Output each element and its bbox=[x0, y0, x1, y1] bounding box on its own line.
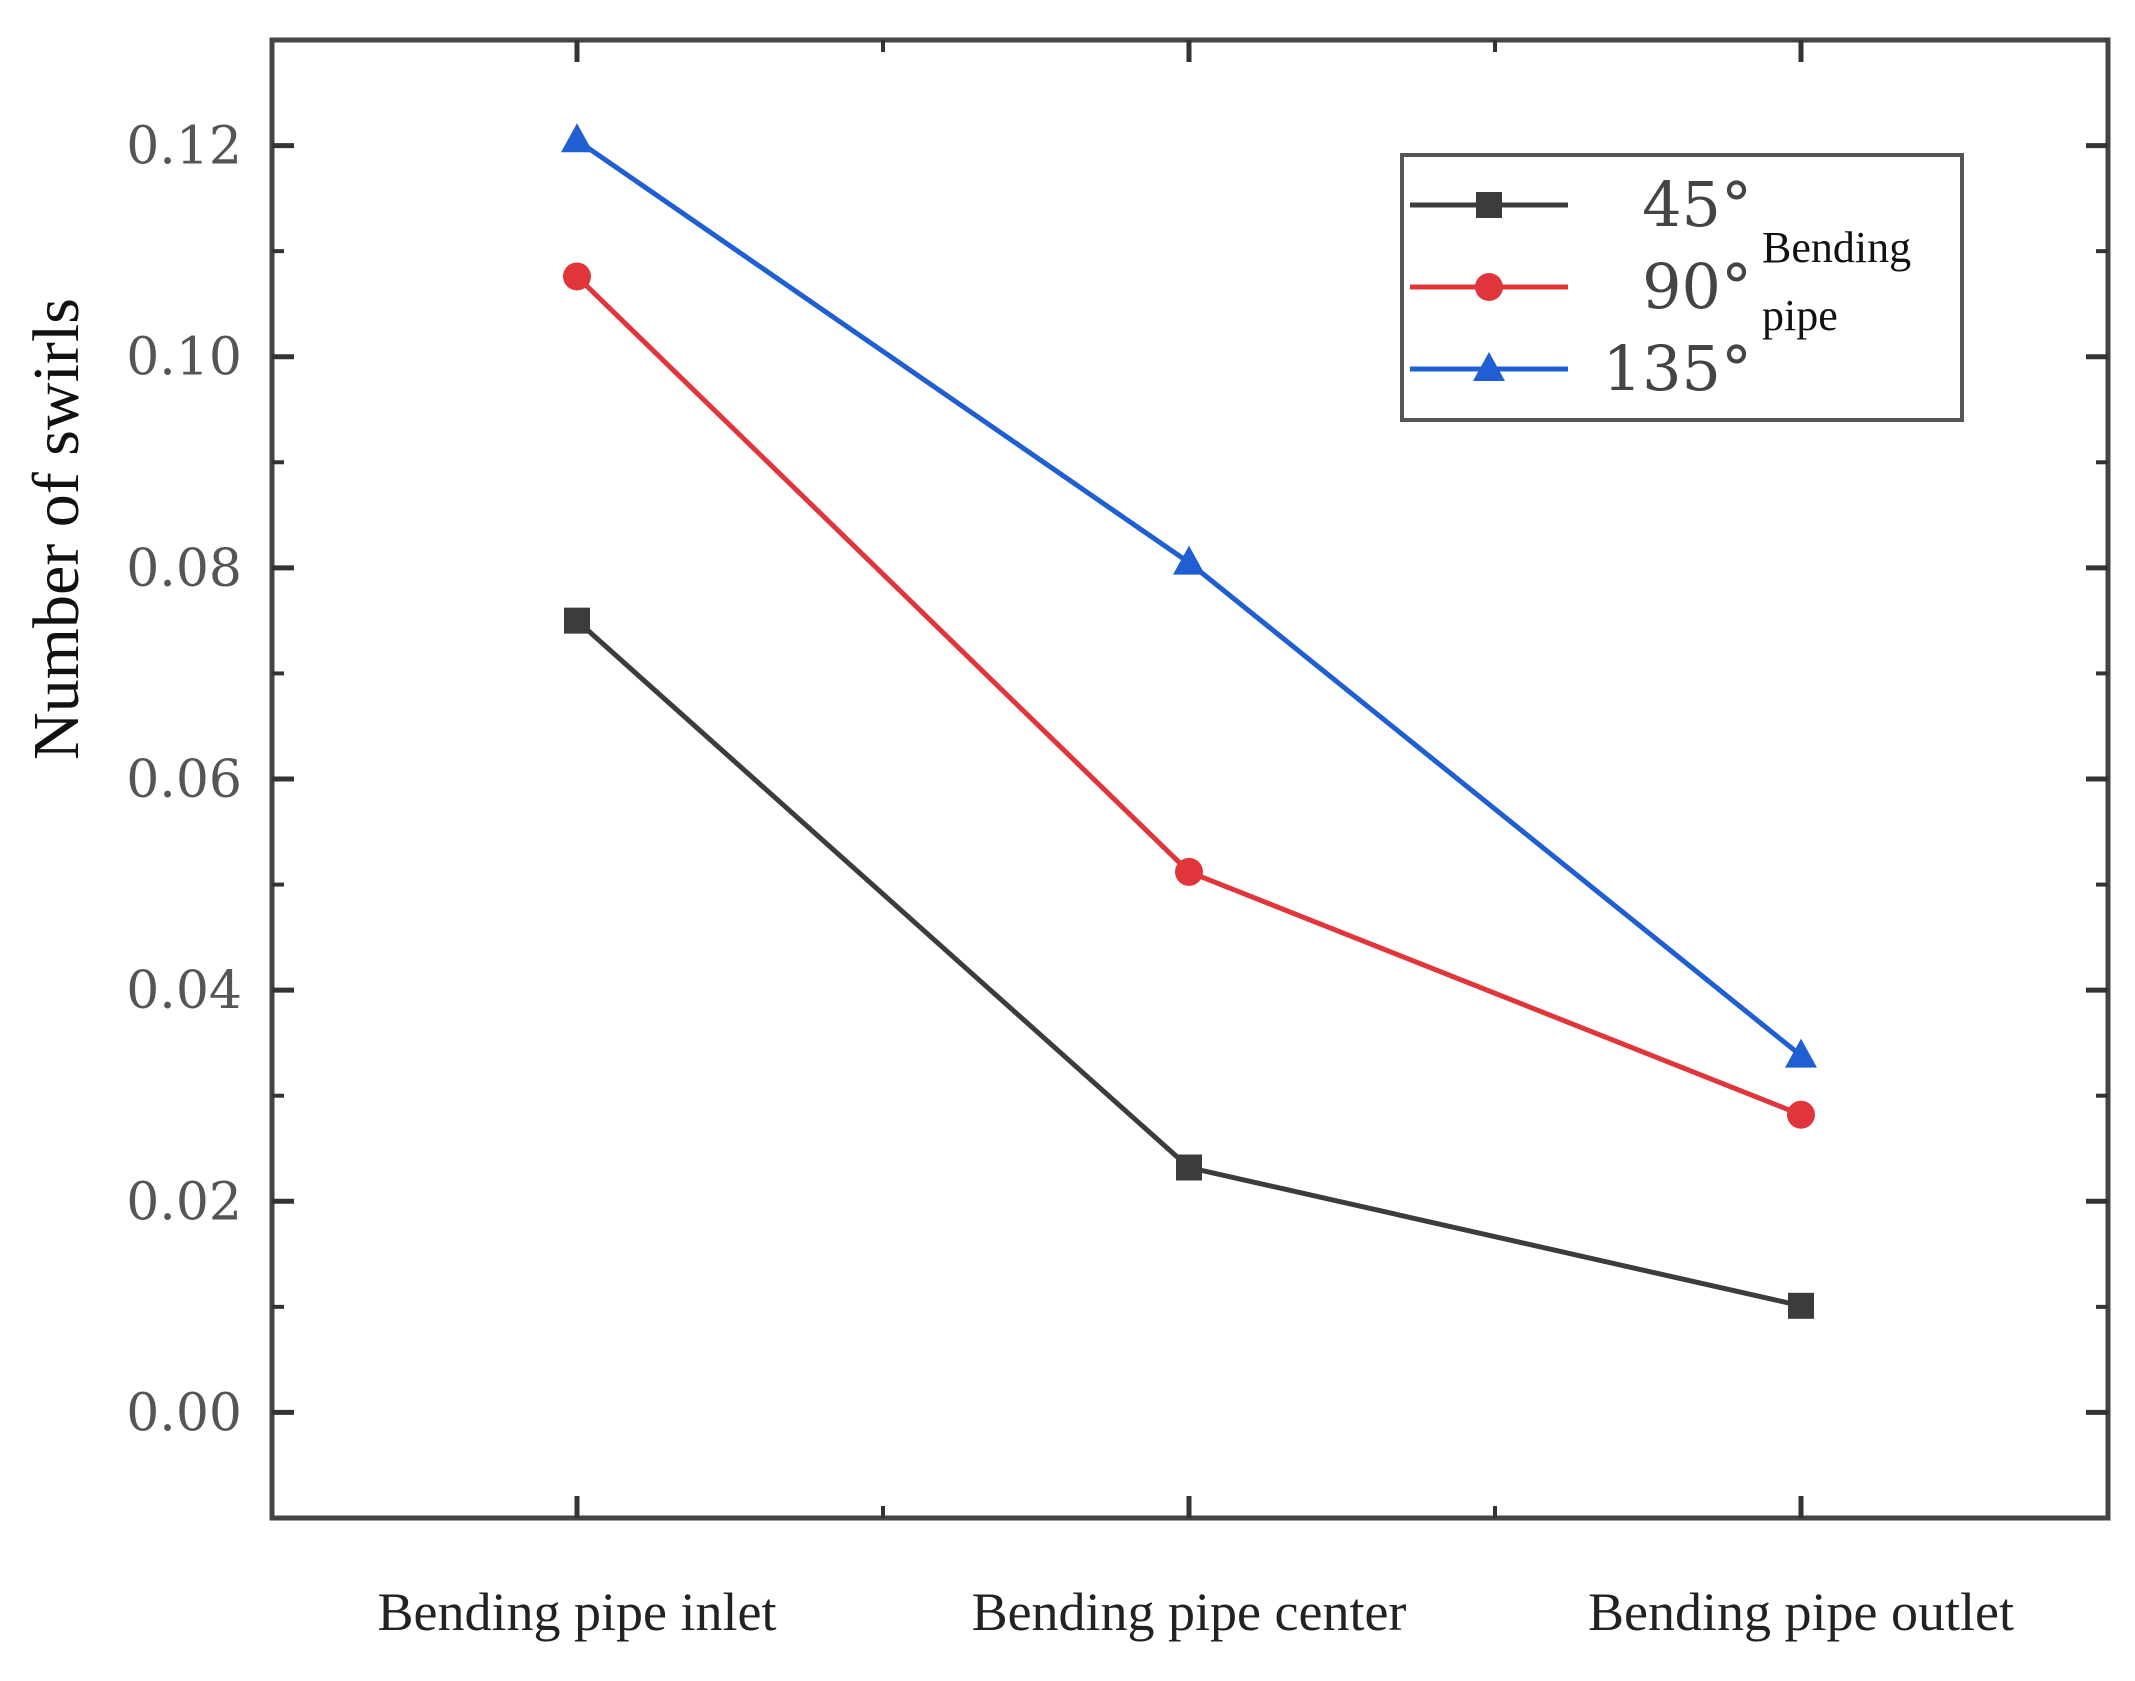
y-tick-label: 0.06 bbox=[126, 750, 242, 810]
y-tick-label: 0.10 bbox=[126, 328, 242, 388]
x-category-label: Bending pipe inlet bbox=[378, 1582, 777, 1642]
data-point-s2-0 bbox=[561, 123, 593, 153]
data-point-s2-2 bbox=[1785, 1038, 1817, 1068]
series-line-0 bbox=[575, 618, 1802, 1309]
legend: 45° 90° 135° Bending pipe bbox=[1400, 153, 1964, 422]
data-point-s0-0 bbox=[564, 607, 590, 634]
legend-label-2: 135° bbox=[1603, 332, 1752, 405]
legend-note-line1: Bending bbox=[1762, 223, 1911, 272]
legend-label-1: 90° bbox=[1642, 250, 1752, 323]
data-point-s0-2 bbox=[1788, 1292, 1814, 1319]
data-point-s1-2 bbox=[1787, 1100, 1815, 1129]
y-tick-label: 0.08 bbox=[126, 539, 242, 599]
data-point-s0-1 bbox=[1176, 1154, 1202, 1181]
y-tick-label: 0.02 bbox=[126, 1172, 242, 1232]
legend-marker-0 bbox=[1476, 192, 1502, 218]
x-category-label: Bending pipe outlet bbox=[1588, 1582, 2014, 1642]
series-layer bbox=[561, 123, 1817, 1319]
y-axis-title: Number of swirls bbox=[20, 298, 93, 760]
axes-layer: 0.00 0.02 0.04 0.06 0.08 0.10 0.12 Bending pipe… bbox=[126, 37, 2111, 1642]
legend-items: 45° 90° 135° bbox=[1410, 168, 1752, 405]
y-tick-label: 0.04 bbox=[126, 961, 242, 1021]
legend-marker-1 bbox=[1475, 273, 1503, 301]
legend-label-0: 45° bbox=[1642, 168, 1752, 241]
y-tick-label: 0.00 bbox=[126, 1383, 242, 1443]
x-category-label: Bending pipe center bbox=[972, 1582, 1407, 1642]
legend-marker-2 bbox=[1473, 352, 1505, 381]
y-tick-label: 0.12 bbox=[126, 117, 242, 177]
data-point-s1-0 bbox=[563, 262, 591, 291]
data-point-s1-1 bbox=[1175, 857, 1203, 886]
data-point-s2-1 bbox=[1173, 545, 1205, 575]
legend-note-line2: pipe bbox=[1762, 291, 1838, 340]
